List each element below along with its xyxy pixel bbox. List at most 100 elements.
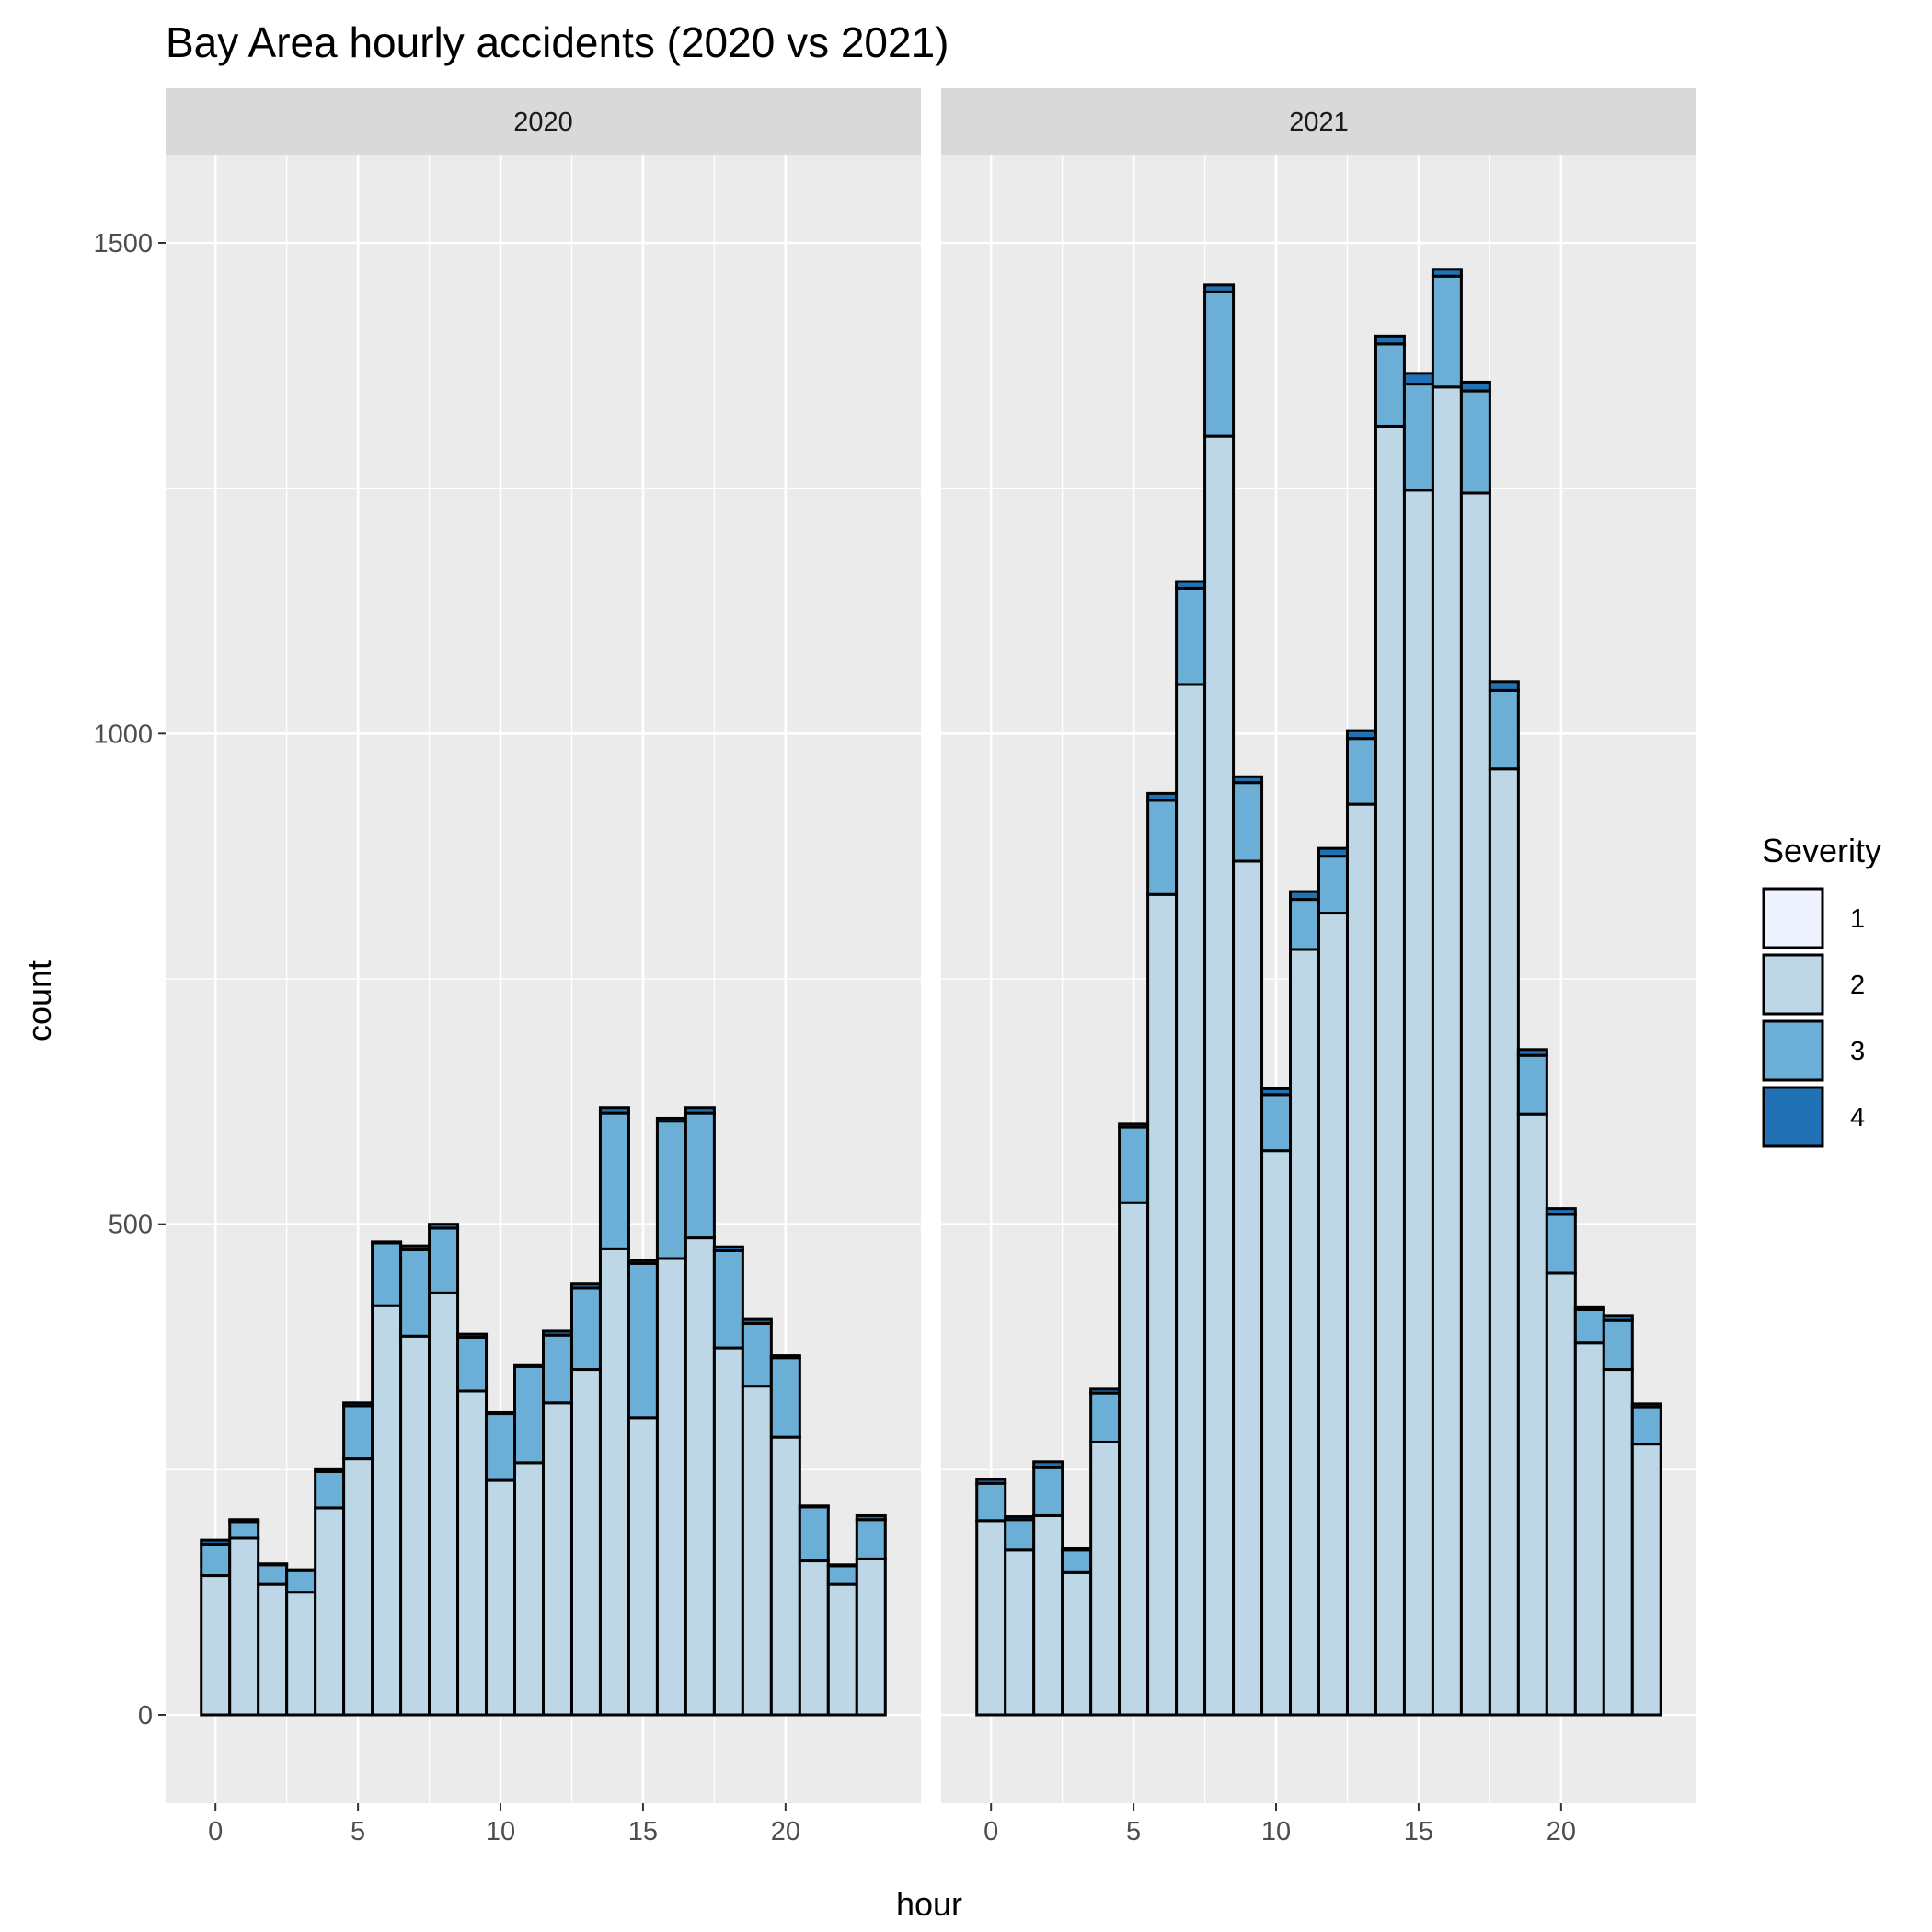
bar-severity-3-hour-19 — [741, 1321, 773, 1388]
bar-severity-3-hour-2 — [257, 1563, 289, 1586]
bar-severity-2-hour-3 — [285, 1591, 317, 1717]
bar-severity-4-hour-20 — [1545, 1207, 1577, 1216]
x-tick-label: 0 — [983, 1817, 998, 1846]
bar-severity-4-hour-0 — [975, 1478, 1007, 1485]
facet-strip-label: 2020 — [513, 108, 573, 137]
bar-severity-2-hour-23 — [1630, 1443, 1662, 1717]
bar-severity-4-hour-10 — [485, 1410, 517, 1416]
facet-strip — [941, 88, 1696, 155]
bar-severity-2-hour-10 — [1260, 1149, 1293, 1717]
bar-severity-3-hour-15 — [627, 1261, 659, 1420]
legend-label-1: 1 — [1850, 904, 1865, 934]
bar-severity-4-hour-19 — [1516, 1048, 1548, 1057]
bar-severity-4-hour-1 — [1004, 1515, 1036, 1522]
x-tick-label: 10 — [1261, 1817, 1291, 1846]
bar-severity-2-hour-18 — [1488, 767, 1520, 1717]
chart-title: Bay Area hourly accidents (2020 vs 2021) — [166, 18, 949, 66]
bar-severity-2-hour-2 — [1032, 1513, 1064, 1717]
bar-severity-2-hour-5 — [342, 1457, 374, 1717]
bar-severity-3-hour-3 — [285, 1569, 317, 1594]
bar-severity-2-hour-20 — [1545, 1271, 1577, 1717]
legend-label-4: 4 — [1850, 1103, 1865, 1133]
facet-strip-label: 2021 — [1289, 108, 1349, 137]
bar-severity-2-hour-17 — [1459, 491, 1491, 1717]
bar-severity-2-hour-6 — [371, 1304, 403, 1717]
bar-severity-4-hour-15 — [1402, 372, 1434, 386]
bar-severity-3-hour-9 — [456, 1335, 489, 1393]
bar-severity-3-hour-11 — [1289, 898, 1321, 951]
bar-severity-3-hour-5 — [1118, 1125, 1150, 1204]
bar-severity-3-hour-4 — [314, 1469, 346, 1510]
bar-severity-3-hour-5 — [342, 1404, 374, 1461]
bar-severity-3-hour-6 — [371, 1241, 403, 1307]
legend-key-3 — [1762, 1019, 1824, 1082]
bar-severity-4-hour-8 — [428, 1223, 460, 1230]
bar-severity-3-hour-0 — [200, 1542, 232, 1578]
bar-severity-2-hour-0 — [200, 1574, 232, 1717]
bar-severity-3-hour-22 — [826, 1564, 858, 1586]
bar-severity-4-hour-0 — [200, 1538, 232, 1546]
bar-severity-2-hour-18 — [712, 1346, 744, 1717]
bar-severity-2-hour-22 — [826, 1582, 858, 1717]
bar-severity-3-hour-21 — [798, 1505, 830, 1563]
bar-severity-4-hour-11 — [1289, 890, 1321, 902]
bar-severity-2-hour-12 — [1317, 912, 1349, 1717]
bar-severity-2-hour-7 — [1175, 683, 1207, 1717]
x-tick-label: 0 — [208, 1817, 223, 1846]
bar-severity-2-hour-21 — [1573, 1341, 1605, 1717]
bar-severity-3-hour-1 — [1004, 1518, 1036, 1552]
bar-severity-4-hour-3 — [1061, 1547, 1093, 1552]
bar-severity-3-hour-17 — [684, 1111, 716, 1240]
bar-severity-3-hour-16 — [1431, 274, 1463, 389]
y-tick-label: 0 — [138, 1701, 153, 1731]
legend-key-2 — [1762, 953, 1824, 1016]
facet-panels: 2020 0 5 10 15 20 0 500 1000 1500 2021 0 5 10 15 20 — [93, 88, 1696, 1846]
bar-severity-4-hour-16 — [1431, 268, 1463, 278]
bar-severity-2-hour-23 — [855, 1557, 887, 1717]
bar-severity-3-hour-0 — [975, 1481, 1007, 1523]
bar-severity-2-hour-22 — [1602, 1368, 1634, 1717]
bar-severity-3-hour-10 — [1260, 1093, 1293, 1153]
bar-severity-2-hour-11 — [1289, 948, 1321, 1717]
bar-severity-4-hour-7 — [399, 1244, 431, 1251]
bar-severity-4-hour-23 — [855, 1513, 887, 1522]
bar-severity-2-hour-5 — [1118, 1201, 1150, 1717]
bar-severity-4-hour-20 — [769, 1354, 801, 1360]
bar-severity-4-hour-18 — [712, 1245, 744, 1252]
x-tick-label: 10 — [486, 1817, 515, 1846]
bar-severity-2-hour-8 — [1203, 434, 1236, 1717]
bar-severity-3-hour-23 — [855, 1518, 887, 1560]
facet-panel-2020: 2020 0 5 10 15 20 0 500 1000 1500 — [93, 88, 921, 1846]
bar-severity-2-hour-15 — [627, 1416, 659, 1717]
bar-severity-3-hour-22 — [1602, 1318, 1634, 1372]
bar-severity-4-hour-9 — [1232, 775, 1264, 785]
bar-severity-2-hour-16 — [1431, 385, 1463, 1717]
facet-strip — [166, 88, 921, 155]
legend-key-1 — [1762, 887, 1824, 949]
bar-severity-4-hour-17 — [1459, 380, 1491, 393]
bar-severity-3-hour-4 — [1089, 1391, 1121, 1443]
bar-severity-3-hour-16 — [655, 1120, 687, 1260]
bar-severity-4-hour-4 — [314, 1467, 346, 1473]
bar-severity-4-hour-6 — [1146, 791, 1179, 802]
x-tick-label: 5 — [1126, 1817, 1141, 1846]
x-tick-label: 5 — [351, 1817, 365, 1846]
bar-severity-3-hour-18 — [1488, 688, 1520, 771]
bar-severity-2-hour-14 — [598, 1247, 630, 1717]
bar-severity-3-hour-14 — [598, 1111, 630, 1250]
bar-severity-3-hour-18 — [712, 1248, 744, 1350]
legend-label-2: 2 — [1850, 971, 1865, 1000]
bar-severity-4-hour-22 — [1602, 1314, 1634, 1322]
bar-severity-4-hour-2 — [1032, 1460, 1064, 1469]
y-tick-label: 1500 — [93, 229, 153, 259]
bar-severity-2-hour-15 — [1402, 489, 1434, 1717]
bar-severity-3-hour-19 — [1516, 1053, 1548, 1116]
bar-severity-4-hour-14 — [1374, 334, 1406, 346]
x-tick-label: 20 — [771, 1817, 800, 1846]
bar-severity-3-hour-23 — [1630, 1405, 1662, 1446]
legend: Severity 1 2 3 4 — [1762, 832, 1881, 1148]
bar-severity-4-hour-17 — [684, 1106, 716, 1115]
bar-severity-2-hour-13 — [569, 1368, 602, 1717]
bar-severity-2-hour-4 — [1089, 1440, 1121, 1717]
bar-severity-3-hour-21 — [1573, 1307, 1605, 1345]
